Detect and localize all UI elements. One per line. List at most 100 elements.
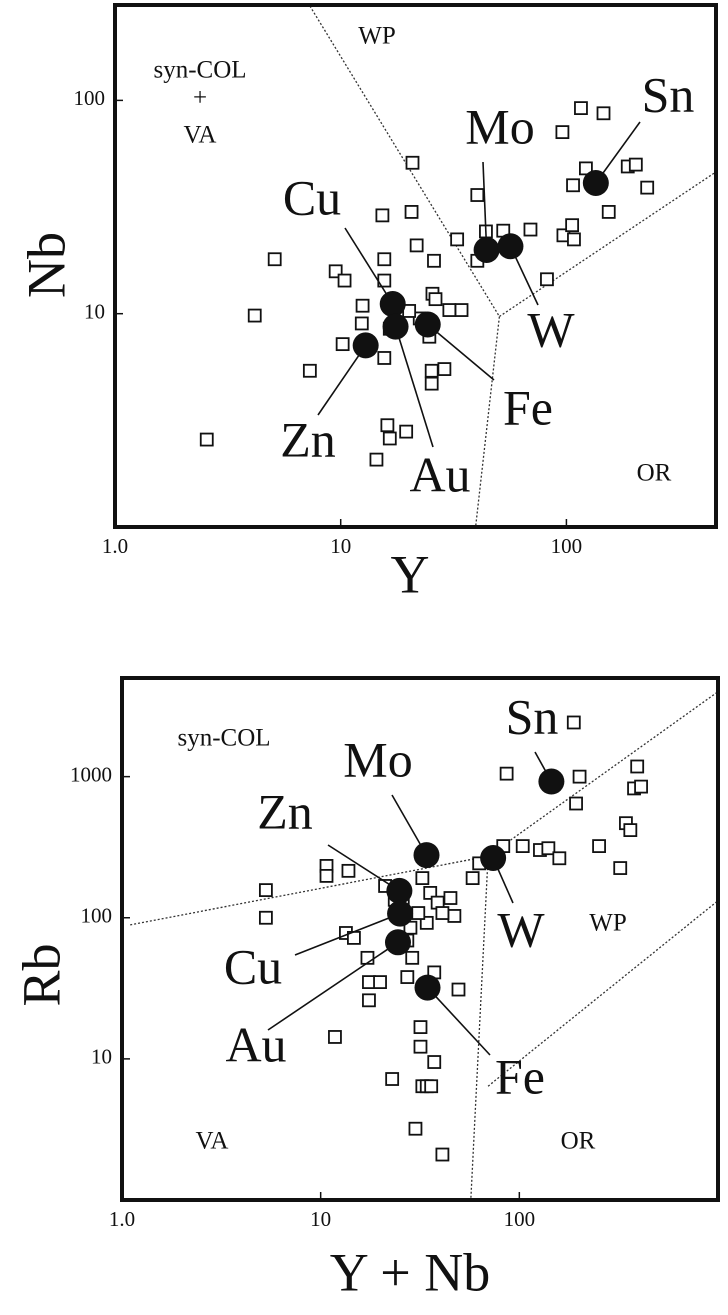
- x-tick-label: 1.0: [102, 534, 128, 558]
- plot-frame: [120, 676, 720, 1202]
- deposit-label: Mo: [465, 98, 534, 154]
- sample-point: [566, 715, 581, 730]
- leader-line: [294, 912, 401, 956]
- deposit-label: Au: [225, 1016, 286, 1072]
- sample-point: [400, 970, 415, 984]
- sample-point: [565, 218, 580, 233]
- field-boundary: [470, 856, 489, 1201]
- sample-point: [424, 363, 439, 378]
- sample-point: [409, 238, 424, 253]
- deposit-label: Cu: [283, 169, 341, 225]
- sample-point: [377, 351, 392, 365]
- sample-point: [369, 452, 384, 467]
- sample-point: [411, 906, 426, 920]
- sample-point: [355, 298, 370, 313]
- sample-point: [427, 1055, 442, 1069]
- sample-point: [613, 861, 628, 875]
- sample-point: [375, 208, 390, 223]
- sample-point: [634, 779, 648, 794]
- leader-line: [426, 987, 491, 1056]
- sample-point: [428, 292, 443, 307]
- sample-point: [499, 766, 514, 781]
- sample-point: [555, 125, 570, 140]
- sample-point: [435, 1147, 450, 1162]
- sample-point: [470, 188, 485, 202]
- y-tick-label: 10: [91, 1045, 112, 1069]
- deposit-point: [538, 768, 565, 795]
- y-tick-label: 100: [81, 904, 113, 928]
- sample-point: [552, 851, 567, 866]
- deposit-point: [480, 845, 507, 872]
- sample-point: [592, 839, 606, 853]
- sample-point: [424, 1079, 439, 1094]
- field-boundary: [487, 900, 719, 1087]
- sample-point: [247, 308, 262, 323]
- deposit-label: Fe: [495, 1048, 545, 1104]
- sample-point: [566, 178, 580, 193]
- deposit-label: Mo: [343, 731, 412, 787]
- sample-point: [437, 362, 452, 376]
- deposit-point: [473, 236, 500, 263]
- sample-point: [574, 101, 588, 116]
- field-label: syn-COL: [177, 725, 270, 752]
- field-label: WP: [589, 910, 627, 937]
- deposit-point: [413, 842, 440, 869]
- deposit-label: Fe: [503, 379, 553, 435]
- deposit-point: [582, 169, 609, 196]
- deposit-point: [382, 313, 409, 340]
- deposit-point: [414, 311, 441, 338]
- sample-point: [628, 157, 643, 172]
- field-label: VA: [184, 122, 217, 149]
- sample-point: [267, 252, 282, 267]
- sample-point: [399, 424, 414, 439]
- sample-point: [443, 891, 458, 905]
- sample-point: [385, 1072, 400, 1086]
- deposit-label: Zn: [257, 783, 313, 839]
- sample-point: [540, 272, 554, 287]
- sample-point: [408, 1121, 423, 1136]
- y-tick-label: 100: [74, 86, 106, 110]
- sample-point: [630, 759, 645, 774]
- deposit-label: Sn: [506, 688, 559, 744]
- field-label: WP: [358, 23, 396, 50]
- leader-line: [327, 844, 400, 892]
- field-label: OR: [637, 460, 672, 487]
- sample-point: [515, 839, 530, 853]
- sample-point: [362, 993, 376, 1008]
- field-label: VA: [196, 1128, 229, 1155]
- sample-point: [572, 769, 587, 784]
- leader-line: [267, 941, 399, 1031]
- field-boundary: [309, 5, 501, 528]
- field-label: +: [193, 85, 207, 112]
- sample-point: [258, 910, 273, 925]
- deposit-point: [352, 332, 379, 359]
- sample-point: [567, 232, 581, 247]
- plot: 1.0 10 100 10 100 syn-COL+ VA WP OR Sn Mo W Cu Fe Au Zn…: [16, 3, 718, 604]
- plot: 1.0 10 100 10 100 1000 syn-COL WP VA OR Sn Mo W Zn Cu A…: [11, 676, 720, 1302]
- y-axis-title: Nb: [16, 232, 76, 298]
- plot-frame: [113, 3, 718, 529]
- sample-point: [454, 303, 469, 317]
- sample-point: [319, 868, 334, 883]
- y-axis-title: Rb: [11, 943, 71, 1006]
- sample-point: [541, 841, 556, 856]
- sample-point: [382, 431, 397, 446]
- x-tick-label: 1.0: [109, 1207, 135, 1231]
- deposit-label: Sn: [642, 66, 695, 122]
- leader-line: [482, 161, 488, 250]
- sample-point: [405, 950, 420, 965]
- leader-line: [344, 227, 394, 305]
- x-axis-title: Y + Nb: [330, 1242, 490, 1302]
- x-tick-label: 10: [330, 534, 351, 558]
- leader-line: [317, 344, 367, 416]
- sample-point: [335, 337, 350, 352]
- sample-point: [451, 982, 466, 997]
- sample-point: [373, 975, 387, 990]
- x-tick-label: 10: [310, 1207, 331, 1231]
- sample-point: [596, 106, 611, 121]
- sample-point: [601, 205, 616, 219]
- sample-point: [442, 303, 457, 317]
- sample-point: [377, 252, 392, 267]
- sample-point: [413, 1020, 428, 1034]
